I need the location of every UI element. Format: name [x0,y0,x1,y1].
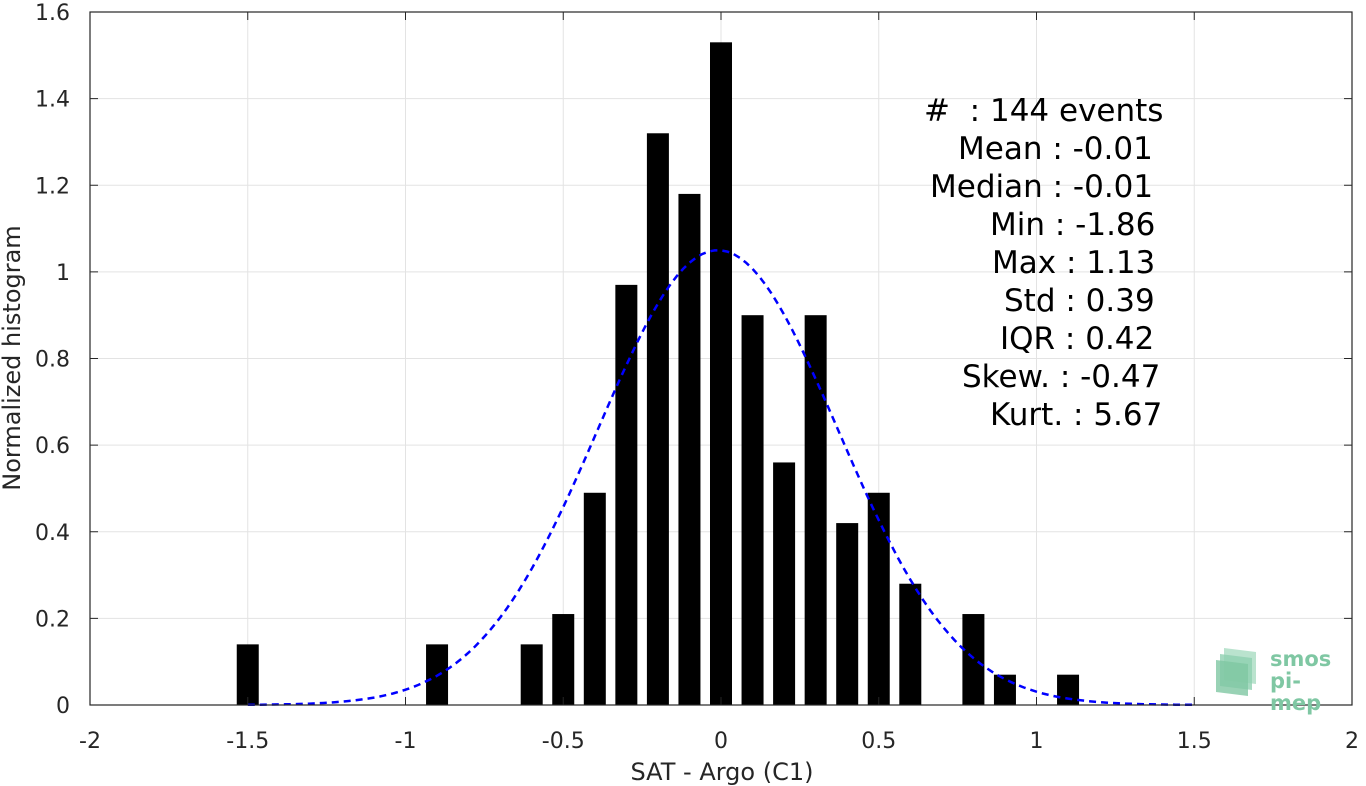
histogram-bar [836,523,859,705]
histogram-bar [993,674,1016,705]
histogram-bar [520,644,543,705]
stat-row: IQR : 0.42 [1000,321,1155,357]
y-axis-ticks: 0 0.2 0.4 0.6 0.8 1 1.2 1.4 1.6 [35,1,1352,719]
histogram-bars [236,42,1080,706]
histogram-bar [741,315,764,705]
x-tick-label: 1 [1030,729,1044,754]
histogram-bar [552,614,575,705]
y-tick-label: 1.2 [35,174,70,199]
histogram-bar [804,315,827,705]
x-axis-label: SAT - Argo (C1) [631,758,814,786]
x-tick-label: 1.5 [1177,729,1212,754]
y-axis-label: Normalized histogram [0,225,26,490]
y-tick-label: 1 [56,261,70,286]
histogram-bar [899,583,922,705]
y-tick-label: 0.8 [35,348,70,373]
x-tick-label: -2 [79,729,101,754]
smos-pi-mep-logo: smos pi-mep [1212,644,1352,714]
normal-fit-curve [247,249,1195,707]
y-tick-label: 0.6 [35,434,70,459]
stat-row: Min : -1.86 [990,207,1156,243]
histogram-bar [678,193,701,705]
stat-row: Mean : -0.01 [958,131,1153,167]
stat-row: Skew. : -0.47 [962,359,1161,395]
stat-row: Std : 0.39 [1004,283,1155,319]
histogram-bar [615,284,638,705]
y-tick-label: 1.4 [35,88,70,113]
x-tick-label: 0 [714,729,728,754]
stat-row: Max : 1.13 [992,245,1156,281]
x-tick-label: 2 [1345,729,1359,754]
logo-icon [1216,648,1256,696]
x-tick-label: -0.5 [542,729,585,754]
x-tick-label: -1.5 [226,729,269,754]
y-tick-label: 0 [56,694,70,719]
histogram-bar [962,614,985,705]
logo-line-1: smos [1270,647,1332,671]
histogram-bar [867,492,890,705]
x-tick-label: -1 [395,729,417,754]
histogram-bar [1057,674,1080,705]
stat-row: Median : -0.01 [930,169,1154,205]
histogram-bar [646,133,669,705]
histogram-bar [710,42,732,706]
stat-row: Kurt. : 5.67 [990,397,1163,433]
stat-row: # : 144 events [924,93,1164,129]
y-tick-label: 0.2 [35,607,70,632]
y-tick-label: 1.6 [35,1,70,26]
logo-line-2: pi-mep [1270,669,1322,715]
y-tick-label: 0.4 [35,521,70,546]
histogram-bar [236,644,259,705]
histogram-bar [773,462,796,705]
x-tick-label: 0.5 [861,729,896,754]
x-axis-ticks: -2 -1.5 -1 -0.5 0 0.5 1 1.5 2 [79,12,1359,754]
histogram-bar [583,492,606,705]
